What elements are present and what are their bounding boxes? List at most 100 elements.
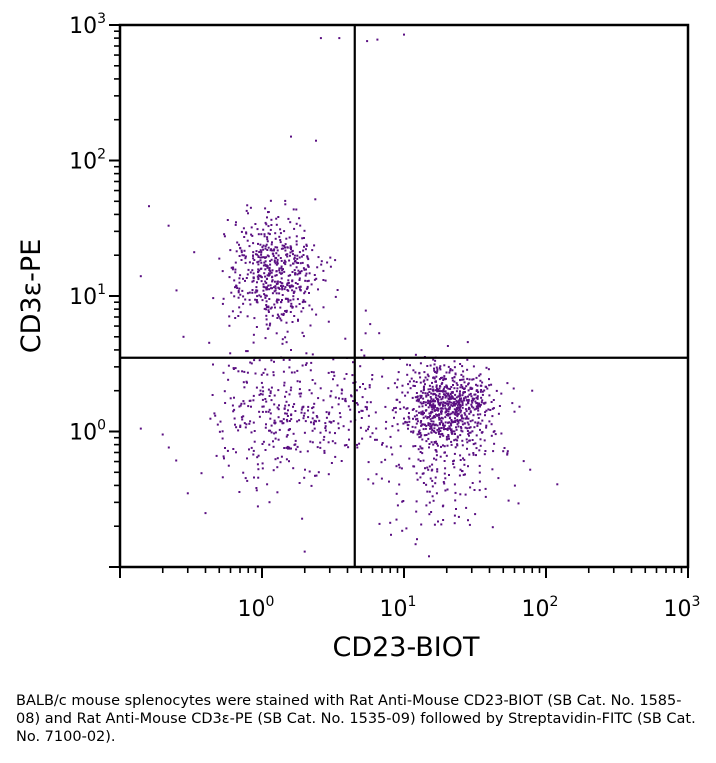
data-point bbox=[433, 393, 436, 395]
data-point bbox=[443, 428, 445, 431]
data-point bbox=[276, 249, 279, 252]
data-point bbox=[242, 277, 244, 280]
data-point bbox=[465, 438, 468, 441]
data-point bbox=[472, 443, 475, 446]
data-point bbox=[459, 379, 461, 382]
data-point bbox=[278, 267, 281, 270]
data-point bbox=[272, 249, 275, 252]
data-point bbox=[305, 272, 308, 275]
data-point bbox=[446, 402, 448, 405]
y-axis-ticks bbox=[109, 24, 120, 568]
data-point bbox=[234, 261, 237, 264]
data-point bbox=[238, 277, 241, 280]
data-point bbox=[447, 387, 450, 390]
data-point bbox=[375, 427, 378, 430]
data-point bbox=[252, 333, 255, 336]
data-point bbox=[476, 397, 479, 400]
data-point bbox=[279, 239, 282, 241]
data-point bbox=[478, 402, 480, 405]
data-point bbox=[261, 410, 264, 413]
data-point bbox=[342, 425, 345, 428]
data-point bbox=[404, 394, 407, 397]
data-point bbox=[466, 399, 469, 402]
data-point bbox=[306, 450, 309, 453]
data-point bbox=[431, 479, 434, 482]
data-point bbox=[453, 439, 456, 442]
data-point bbox=[258, 410, 261, 413]
data-point bbox=[367, 425, 370, 428]
y-tick-label: 101 bbox=[69, 282, 106, 310]
data-point bbox=[258, 294, 261, 297]
data-point bbox=[361, 396, 364, 399]
data-point bbox=[221, 437, 224, 440]
x-tick-base: 10 bbox=[238, 597, 266, 622]
data-point bbox=[307, 258, 310, 261]
data-point bbox=[396, 378, 399, 381]
data-point bbox=[412, 431, 415, 434]
data-point bbox=[455, 508, 457, 510]
data-point bbox=[252, 341, 255, 344]
data-point bbox=[334, 455, 337, 458]
data-point bbox=[430, 424, 433, 427]
data-point bbox=[327, 473, 330, 476]
data-point bbox=[286, 246, 289, 249]
data-point bbox=[434, 380, 437, 383]
data-point bbox=[252, 254, 254, 257]
data-point bbox=[440, 412, 443, 415]
data-point bbox=[278, 404, 280, 407]
data-point bbox=[425, 483, 428, 486]
data-point bbox=[281, 288, 284, 291]
outlier-point bbox=[139, 275, 142, 278]
data-point bbox=[497, 477, 500, 480]
data-point bbox=[330, 390, 333, 393]
data-point bbox=[439, 365, 442, 368]
data-point bbox=[251, 291, 254, 294]
data-point bbox=[454, 446, 457, 449]
data-point bbox=[476, 424, 479, 427]
data-point bbox=[459, 397, 462, 400]
data-point bbox=[265, 304, 268, 306]
data-point bbox=[465, 415, 468, 418]
data-point bbox=[237, 291, 240, 294]
data-point bbox=[243, 386, 246, 389]
outlier-point bbox=[319, 37, 322, 40]
data-point bbox=[252, 272, 255, 275]
data-point bbox=[267, 211, 270, 213]
data-point bbox=[461, 385, 464, 388]
y-tick-base: 10 bbox=[69, 285, 97, 310]
data-point bbox=[269, 412, 272, 415]
data-point bbox=[460, 384, 463, 386]
data-point bbox=[396, 386, 399, 389]
data-point bbox=[456, 436, 459, 439]
data-point bbox=[423, 371, 426, 374]
data-point bbox=[234, 286, 236, 289]
data-point bbox=[258, 251, 261, 253]
data-point bbox=[492, 450, 495, 453]
data-point bbox=[302, 254, 305, 256]
data-point bbox=[381, 443, 383, 446]
data-point bbox=[444, 451, 446, 454]
data-point bbox=[435, 458, 438, 461]
data-point bbox=[405, 407, 408, 410]
data-point bbox=[292, 405, 294, 408]
data-point bbox=[253, 476, 255, 479]
data-point bbox=[267, 311, 270, 313]
data-point bbox=[248, 245, 251, 248]
data-point bbox=[304, 274, 307, 277]
data-point bbox=[276, 262, 279, 265]
data-point bbox=[464, 417, 467, 420]
data-point bbox=[459, 493, 462, 496]
data-point bbox=[320, 260, 323, 263]
data-point bbox=[305, 243, 308, 246]
data-point bbox=[436, 407, 439, 410]
data-point bbox=[264, 268, 267, 271]
data-point bbox=[438, 432, 440, 435]
data-point bbox=[254, 372, 257, 375]
data-point bbox=[269, 429, 272, 432]
data-point bbox=[439, 385, 441, 388]
data-point bbox=[231, 404, 234, 407]
data-point bbox=[302, 307, 305, 310]
data-point bbox=[426, 417, 429, 420]
data-point bbox=[418, 372, 421, 375]
data-point bbox=[265, 410, 268, 413]
